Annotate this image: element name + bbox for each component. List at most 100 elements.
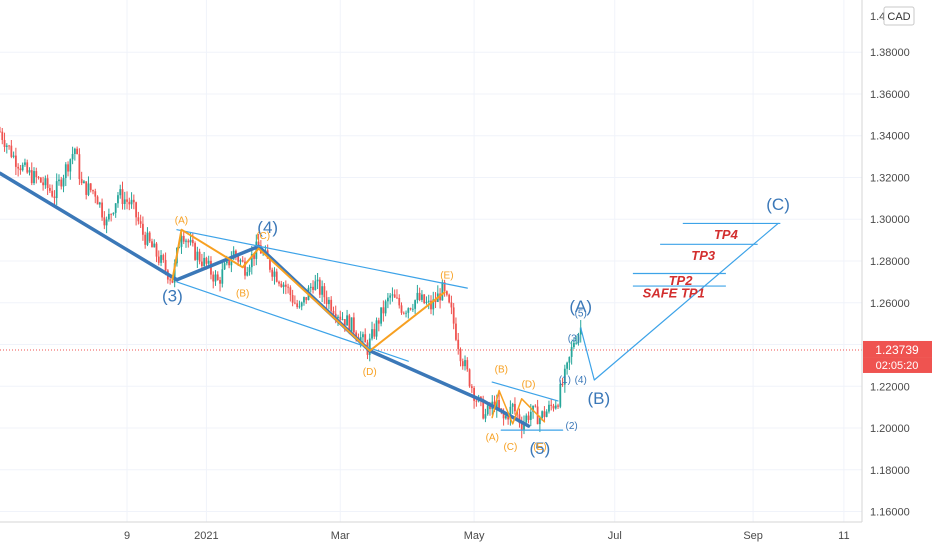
candle-body [85, 181, 88, 195]
candle-body [160, 255, 162, 263]
candle-body [271, 269, 274, 277]
candle-body [19, 168, 22, 171]
candle-body [67, 164, 69, 172]
countdown-text: 02:05:20 [876, 360, 919, 372]
time-axis[interactable] [0, 522, 932, 550]
candle-body [5, 145, 8, 147]
candle-body [126, 199, 128, 202]
wave-label: (4) [257, 218, 278, 237]
candle-body [53, 196, 56, 199]
candle-body [298, 306, 301, 308]
candle-body [230, 259, 233, 266]
candle-body [139, 221, 142, 224]
candle-body [30, 170, 33, 184]
candle-body [502, 411, 505, 419]
candle-body [405, 312, 407, 314]
price-tick-label: 1.38000 [870, 47, 910, 59]
candle-body [155, 243, 158, 257]
candle-body [73, 148, 76, 154]
wave-label: (C) [766, 195, 790, 214]
candle-body [495, 399, 498, 410]
wave-label: (5) [529, 439, 550, 458]
candle-body [130, 199, 133, 205]
candle-body [132, 199, 135, 203]
candle-body [529, 411, 532, 420]
candle-body [409, 308, 412, 310]
candle-body [289, 287, 292, 295]
candle-body [228, 258, 231, 266]
candle-body [427, 300, 430, 302]
candle-body [323, 286, 326, 298]
candle-body [368, 338, 371, 355]
price-axis[interactable] [862, 0, 932, 522]
candle-body [332, 310, 335, 314]
candle-body [142, 223, 144, 235]
candle-body [123, 199, 126, 205]
candle-body [235, 250, 237, 257]
candle-body [362, 334, 364, 338]
price-tick-label: 1.30000 [870, 214, 910, 226]
candle-body [391, 294, 394, 296]
projection-line [580, 222, 779, 381]
candle-body [194, 243, 196, 260]
candle-body [545, 411, 548, 417]
candle-body [371, 329, 373, 339]
candle-body [563, 368, 566, 385]
candle-body [162, 255, 165, 260]
candle-body [114, 203, 117, 213]
candle-body [26, 162, 29, 173]
candle-body [146, 232, 149, 245]
target-label: TP2 [669, 273, 694, 288]
candle-body [486, 405, 489, 415]
candle-body [49, 187, 51, 191]
candle-body [185, 240, 187, 242]
candle-body [550, 404, 553, 406]
time-tick-label: 11 [838, 530, 849, 542]
candle-body [393, 294, 396, 298]
candle-body [219, 280, 221, 284]
grid [0, 0, 862, 522]
candle-body [107, 213, 110, 220]
candle-body [83, 181, 85, 184]
candle-body [21, 164, 24, 171]
triangle-lower-line [176, 281, 409, 362]
candle-body [554, 405, 557, 409]
candle-body [402, 312, 405, 314]
candle-body [33, 171, 35, 184]
candle-body [548, 404, 550, 412]
candle-body [303, 297, 305, 303]
candle-body [144, 234, 147, 245]
candle-body [425, 301, 428, 304]
candle-body [253, 253, 255, 259]
candle-body [105, 219, 108, 226]
candle-body [337, 316, 339, 319]
candle-body [246, 272, 249, 276]
currency-badge [883, 6, 915, 26]
candle-body [64, 164, 67, 179]
candle-body [200, 261, 203, 266]
candle-body [300, 302, 303, 307]
wave-label: (D) [522, 379, 536, 390]
candle-body [443, 282, 446, 292]
candle-body [182, 235, 185, 242]
candle-body [216, 274, 219, 281]
candle-body [312, 286, 314, 290]
candle-body [389, 295, 392, 298]
candle-body [527, 415, 530, 420]
candle-body [321, 286, 324, 295]
candle-body [421, 294, 423, 300]
candle-body [135, 202, 138, 218]
candle-body [384, 301, 387, 314]
candle-body [60, 179, 63, 187]
candle-body [434, 299, 437, 302]
target-label: TP4 [714, 227, 739, 242]
wave-labels: (3)(4)(5)(A)(B)(C)(A)(B)(C)(D)(E)(A)(B)(… [162, 195, 790, 458]
wave-label: (3) [162, 287, 183, 306]
candle-body [187, 240, 190, 243]
candle-body [69, 159, 72, 172]
candle-body [87, 183, 90, 195]
price-tick-label: 1.36000 [870, 89, 910, 101]
